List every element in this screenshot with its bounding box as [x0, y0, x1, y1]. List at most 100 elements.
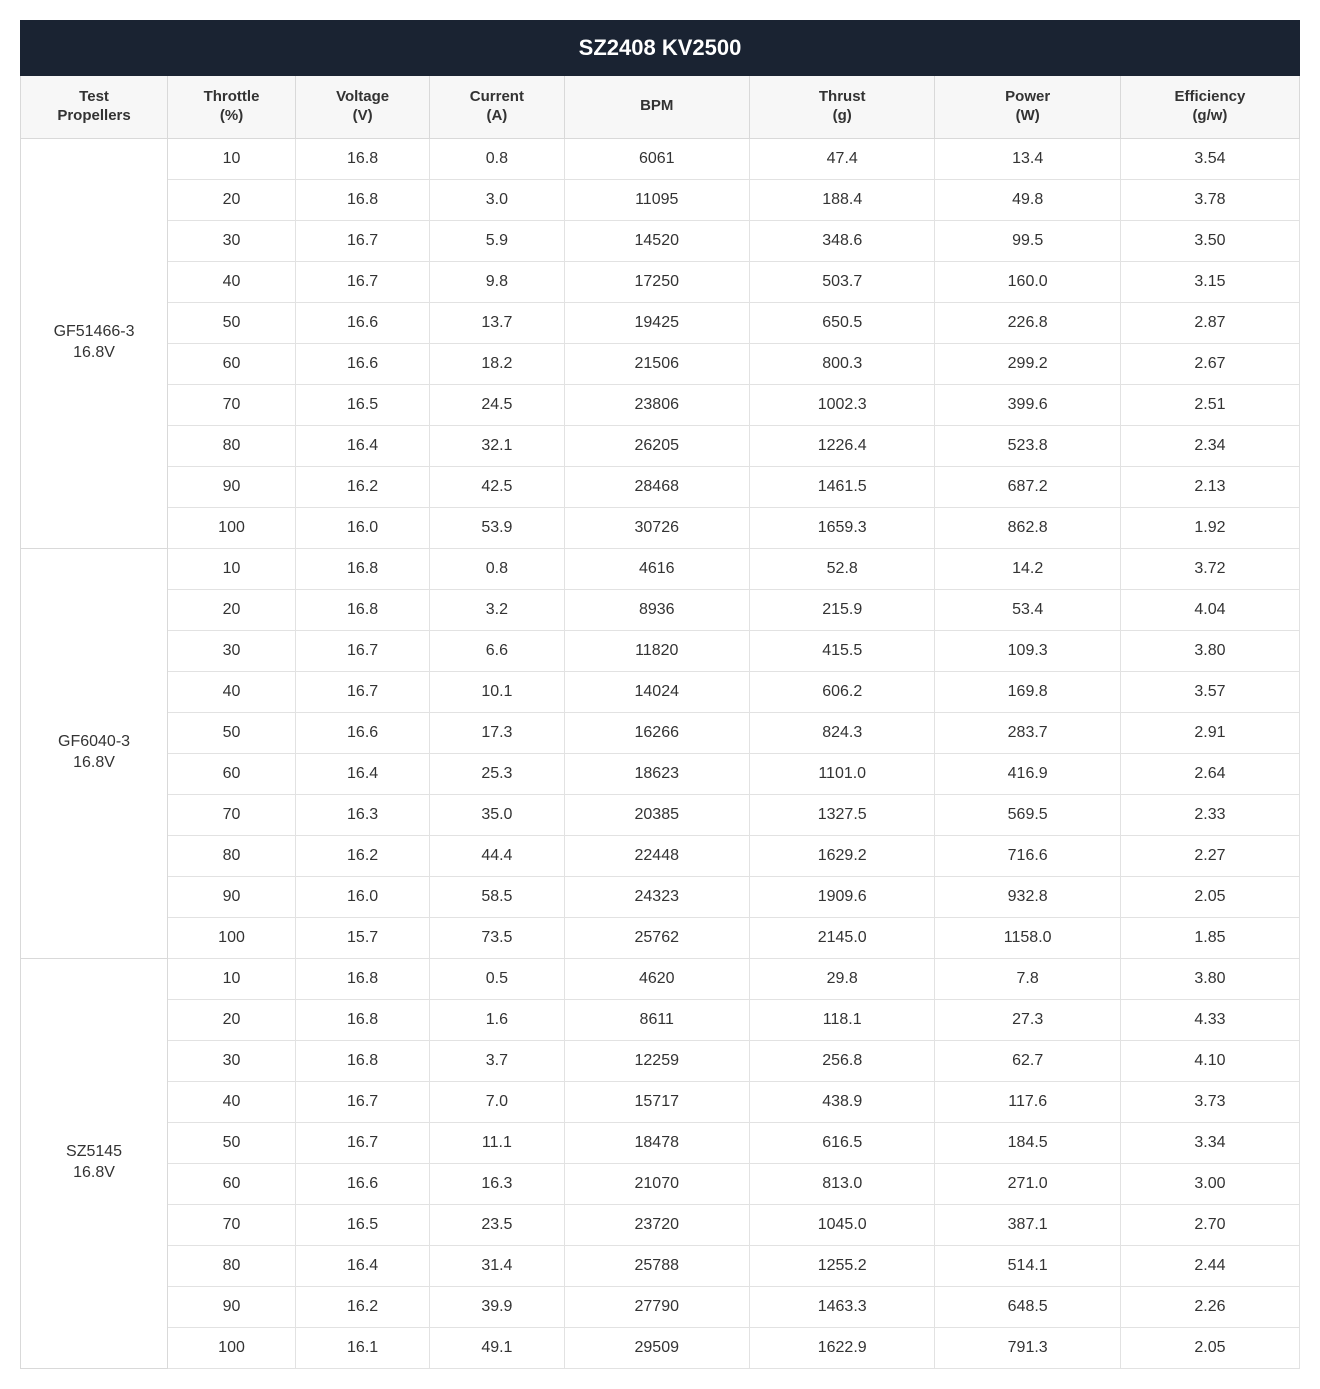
data-cell: 2.91: [1120, 712, 1299, 753]
data-cell: 25.3: [430, 753, 564, 794]
data-cell: 523.8: [935, 425, 1120, 466]
data-cell: 514.1: [935, 1245, 1120, 1286]
table-row: 4016.79.817250503.7160.03.15: [21, 261, 1300, 302]
propeller-cell: GF51466-316.8V: [21, 138, 168, 548]
data-cell: 11.1: [430, 1122, 564, 1163]
data-cell: 226.8: [935, 302, 1120, 343]
data-cell: 18.2: [430, 343, 564, 384]
data-cell: 1463.3: [749, 1286, 934, 1327]
data-cell: 4616: [564, 548, 749, 589]
column-header: Efficiency(g/w): [1120, 76, 1299, 139]
data-cell: 687.2: [935, 466, 1120, 507]
data-cell: 1909.6: [749, 876, 934, 917]
data-cell: 4620: [564, 958, 749, 999]
table-row: 5016.613.719425650.5226.82.87: [21, 302, 1300, 343]
table-row: 7016.523.5237201045.0387.12.70: [21, 1204, 1300, 1245]
data-cell: 399.6: [935, 384, 1120, 425]
col-label: Current: [470, 88, 524, 105]
data-cell: 100: [168, 917, 296, 958]
data-cell: 3.72: [1120, 548, 1299, 589]
data-cell: 10: [168, 548, 296, 589]
data-cell: 30: [168, 220, 296, 261]
data-cell: 70: [168, 794, 296, 835]
data-cell: 3.15: [1120, 261, 1299, 302]
data-cell: 30: [168, 630, 296, 671]
data-cell: 16.2: [295, 1286, 429, 1327]
col-sublabel: (%): [220, 107, 243, 124]
table-row: 3016.83.712259256.862.74.10: [21, 1040, 1300, 1081]
data-cell: 716.6: [935, 835, 1120, 876]
data-cell: 28468: [564, 466, 749, 507]
data-cell: 1158.0: [935, 917, 1120, 958]
data-cell: 3.80: [1120, 630, 1299, 671]
data-cell: 4.33: [1120, 999, 1299, 1040]
data-cell: 16.6: [295, 712, 429, 753]
table-row: 8016.431.4257881255.2514.12.44: [21, 1245, 1300, 1286]
table-row: 9016.242.5284681461.5687.22.13: [21, 466, 1300, 507]
data-cell: 16.8: [295, 179, 429, 220]
data-cell: 16.2: [295, 466, 429, 507]
column-header: Power(W): [935, 76, 1120, 139]
data-cell: 73.5: [430, 917, 564, 958]
data-cell: 44.4: [430, 835, 564, 876]
data-cell: 2.34: [1120, 425, 1299, 466]
data-cell: 18623: [564, 753, 749, 794]
data-cell: 30: [168, 1040, 296, 1081]
data-cell: 49.1: [430, 1327, 564, 1368]
data-cell: 100: [168, 1327, 296, 1368]
data-cell: 2.33: [1120, 794, 1299, 835]
column-header: Thrust(g): [749, 76, 934, 139]
data-cell: 10.1: [430, 671, 564, 712]
data-cell: 29.8: [749, 958, 934, 999]
col-sublabel: (g): [833, 107, 852, 124]
col-sublabel: (A): [486, 107, 507, 124]
table-row: 2016.83.28936215.953.44.04: [21, 589, 1300, 630]
data-cell: 0.8: [430, 138, 564, 179]
data-cell: 11820: [564, 630, 749, 671]
data-cell: 27790: [564, 1286, 749, 1327]
data-cell: 18478: [564, 1122, 749, 1163]
data-cell: 0.8: [430, 548, 564, 589]
data-cell: 1659.3: [749, 507, 934, 548]
propeller-voltage: 16.8V: [73, 344, 115, 361]
data-cell: 80: [168, 835, 296, 876]
data-cell: 169.8: [935, 671, 1120, 712]
data-cell: 23.5: [430, 1204, 564, 1245]
motor-data-table: SZ2408 KV2500 TestPropellersThrottle(%)V…: [20, 20, 1300, 1369]
data-cell: 3.50: [1120, 220, 1299, 261]
data-cell: 2.13: [1120, 466, 1299, 507]
data-cell: 17250: [564, 261, 749, 302]
data-cell: 3.57: [1120, 671, 1299, 712]
data-cell: 19425: [564, 302, 749, 343]
data-cell: 16.7: [295, 1122, 429, 1163]
data-cell: 2.51: [1120, 384, 1299, 425]
data-cell: 20385: [564, 794, 749, 835]
column-header: Voltage(V): [295, 76, 429, 139]
table-row: 3016.76.611820415.5109.33.80: [21, 630, 1300, 671]
data-cell: 256.8: [749, 1040, 934, 1081]
table-row: GF51466-316.8V1016.80.8606147.413.43.54: [21, 138, 1300, 179]
data-cell: 824.3: [749, 712, 934, 753]
data-cell: 16.3: [430, 1163, 564, 1204]
data-cell: 569.5: [935, 794, 1120, 835]
data-cell: 16.6: [295, 1163, 429, 1204]
data-cell: 29509: [564, 1327, 749, 1368]
data-cell: 215.9: [749, 589, 934, 630]
data-cell: 27.3: [935, 999, 1120, 1040]
column-header: TestPropellers: [21, 76, 168, 139]
data-cell: 184.5: [935, 1122, 1120, 1163]
data-cell: 1.92: [1120, 507, 1299, 548]
data-cell: 40: [168, 1081, 296, 1122]
data-cell: 30726: [564, 507, 749, 548]
data-cell: 24.5: [430, 384, 564, 425]
data-cell: 52.8: [749, 548, 934, 589]
data-cell: 7.8: [935, 958, 1120, 999]
data-cell: 2.64: [1120, 753, 1299, 794]
data-cell: 3.7: [430, 1040, 564, 1081]
table-row: 10016.149.1295091622.9791.32.05: [21, 1327, 1300, 1368]
data-cell: 70: [168, 1204, 296, 1245]
data-cell: 50: [168, 302, 296, 343]
table-title-row: SZ2408 KV2500: [21, 21, 1300, 76]
data-cell: 16.0: [295, 876, 429, 917]
table-row: 3016.75.914520348.699.53.50: [21, 220, 1300, 261]
